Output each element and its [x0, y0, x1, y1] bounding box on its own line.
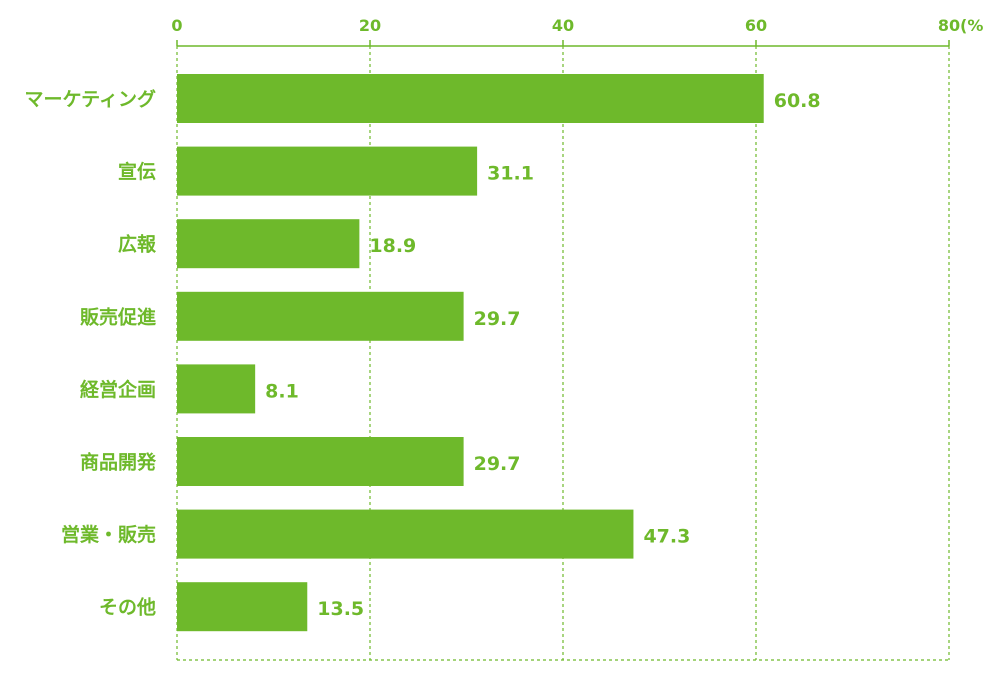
category-label: 営業・販売: [61, 523, 156, 546]
value-label: 31.1: [487, 163, 534, 185]
bar: [177, 146, 478, 196]
x-tick-labels: 0 20 40 60 80: [171, 16, 960, 35]
bar: [177, 364, 256, 414]
category-label: 販売促進: [80, 305, 156, 328]
x-tick-label: 0: [171, 16, 182, 35]
value-label: 13.5: [317, 598, 364, 620]
value-label: 18.9: [369, 235, 416, 257]
category-label: 商品開発: [80, 451, 157, 474]
value-label: 47.3: [643, 526, 690, 548]
x-axis-unit-label: (%: [960, 16, 983, 35]
x-tick-label: 20: [359, 16, 381, 35]
bar: [177, 582, 308, 632]
grid-lines: [176, 46, 950, 660]
value-label: 29.7: [474, 308, 521, 330]
bar: [177, 437, 464, 486]
value-label: 29.7: [474, 453, 521, 475]
x-tick-label: 60: [745, 16, 767, 35]
value-labels: 60.8 31.1 18.9 29.7 8.1 29.7 47.3 13.5: [265, 90, 820, 620]
value-label: 8.1: [265, 380, 299, 402]
x-tick-label: 80: [938, 16, 960, 35]
category-label: 経営企画: [80, 378, 156, 401]
bar: [177, 74, 764, 123]
category-label: 宣伝: [118, 160, 156, 183]
bar: [177, 509, 634, 559]
value-label: 60.8: [774, 90, 821, 112]
bars: [177, 74, 764, 632]
x-tick-label: 40: [552, 16, 574, 35]
category-label: マーケティング: [25, 88, 156, 111]
category-label: その他: [99, 596, 156, 619]
axis-lines: [176, 40, 950, 661]
category-label: 広報: [118, 233, 157, 256]
bar: [177, 219, 360, 269]
bar: [177, 291, 464, 341]
